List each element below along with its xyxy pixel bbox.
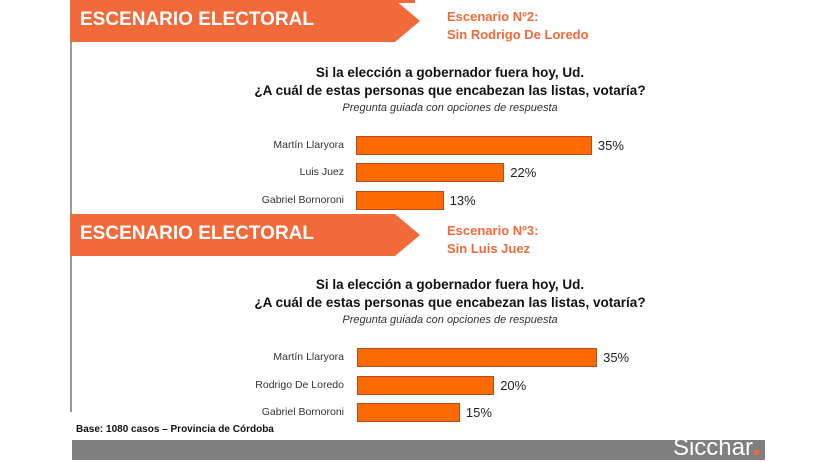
section-header-text: ESCENARIO ELECTORAL (80, 223, 315, 244)
section-header-text: ESCENARIO ELECTORAL (80, 9, 315, 30)
scenario-number: Escenario Nº2: (447, 9, 539, 24)
data-label: 13% (449, 193, 476, 208)
question: Si la elección a gobernador fuera hoy, U… (200, 276, 700, 328)
category-label: Gabriel Bornoroni (261, 194, 344, 206)
scenario-label: Escenario Nº3: Sin Luis Juez (447, 222, 538, 258)
question-subtitle: Pregunta guiada con opciones de respuest… (342, 314, 558, 326)
question-line-1: Si la elección a gobernador fuera hoy, U… (315, 277, 585, 292)
category-label: Luis Juez (299, 166, 344, 178)
data-label: 20% (500, 378, 527, 393)
scenario-name: Sin Luis Juez (447, 241, 531, 256)
scenario-label: Escenario Nº2: Sin Rodrigo De Loredo (447, 8, 589, 44)
bar (356, 163, 505, 182)
bar (356, 136, 592, 155)
data-label: 35% (597, 138, 624, 153)
bar (356, 191, 444, 210)
data-label: 15% (465, 405, 492, 420)
category-label: Martín Llaryora (273, 139, 344, 151)
scenario-number: Escenario Nº3: (447, 223, 539, 238)
scenario-name: Sin Rodrigo De Loredo (447, 27, 589, 42)
question-subtitle: Pregunta guiada con opciones de respuest… (342, 102, 558, 114)
category-label: Gabriel Bornoroni (261, 406, 344, 418)
data-label: 22% (510, 165, 537, 180)
footer-bar: Sicchar (72, 434, 765, 461)
category-label: Rodrigo De Loredo (255, 379, 344, 391)
question-line-2: ¿A cuál de estas personas que encabezan … (254, 295, 646, 310)
data-label: 35% (603, 350, 630, 365)
bar (357, 348, 598, 367)
category-label: Martín Llaryora (273, 351, 344, 363)
bar (357, 376, 495, 395)
divider-1 (70, 42, 72, 214)
divider-2 (70, 256, 72, 412)
question-line-2: ¿A cuál de estas personas que encabezan … (254, 83, 646, 98)
bar (357, 403, 460, 422)
question-line-1: Si la elección a gobernador fuera hoy, U… (315, 65, 585, 80)
section-header: ESCENARIO ELECTORAL (70, 0, 420, 42)
question: Si la elección a gobernador fuera hoy, U… (200, 64, 700, 116)
base-note: Base: 1080 casos – Provincia de Córdoba (76, 424, 274, 435)
sicchar-logo: Sicchar (673, 434, 759, 462)
section-header: ESCENARIO ELECTORAL (70, 214, 420, 256)
